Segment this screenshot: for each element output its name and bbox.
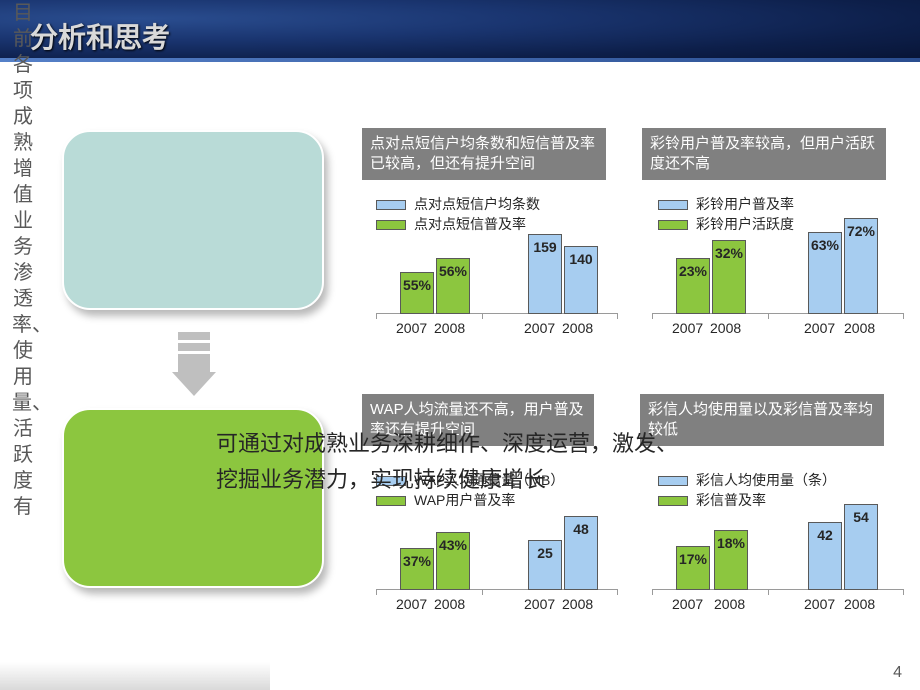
bar-mms-pen-2007: 17% <box>676 546 710 590</box>
bar-wap-mb-2008: 48 <box>564 516 598 590</box>
page-number: 4 <box>893 664 902 682</box>
bar-wap-mb-2007: 25 <box>528 540 562 590</box>
subhead-crbt: 彩铃用户普及率较高，但用户活跃度还不高 <box>642 128 886 180</box>
chart-crbt: 23% 32% 2007 2008 63% 72% 2007 2008 <box>658 194 898 314</box>
bar-mms-pen-2008: 18% <box>714 530 748 590</box>
bar-mms-use-2008: 54 <box>844 504 878 590</box>
bar-sms-pen-2007: 55% <box>400 272 434 314</box>
bar-sms-pen-2008: 56% <box>436 258 470 314</box>
subhead-sms: 点对点短信户均条数和短信普及率已较高，但还有提升空间 <box>362 128 606 180</box>
bar-wap-pen-2008: 43% <box>436 532 470 590</box>
page-title: 分析和思考 <box>30 16 170 56</box>
bar-crbt-pen-2007: 63% <box>808 232 842 314</box>
center-text-line2: 挖掘业务潜力，实现持续健康增长 <box>216 467 546 492</box>
footer-gradient <box>0 662 270 690</box>
bar-sms-cnt-2007: 159 <box>528 234 562 314</box>
callout-box-top <box>62 130 324 310</box>
arrow-down-icon <box>172 332 216 398</box>
bar-crbt-act-2008: 32% <box>712 240 746 314</box>
bar-crbt-pen-2008: 72% <box>844 218 878 314</box>
bar-mms-use-2007: 42 <box>808 522 842 590</box>
bar-sms-cnt-2008: 140 <box>564 246 598 314</box>
chart-sms: 55% 56% 2007 2008 159 140 2007 2008 <box>382 194 612 314</box>
center-text-line1: 可通过对成熟业务深耕细作、深度运营，激发、 <box>216 431 678 456</box>
bar-crbt-act-2007: 23% <box>676 258 710 314</box>
sidebar-vertical-text: 目前各项成熟增值业务渗透率、使用量、活跃度有 <box>12 0 34 520</box>
bar-wap-pen-2007: 37% <box>400 548 434 590</box>
center-summary-text: 可通过对成熟业务深耕细作、深度运营，激发、 挖掘业务潜力，实现持续健康增长 <box>216 426 776 498</box>
